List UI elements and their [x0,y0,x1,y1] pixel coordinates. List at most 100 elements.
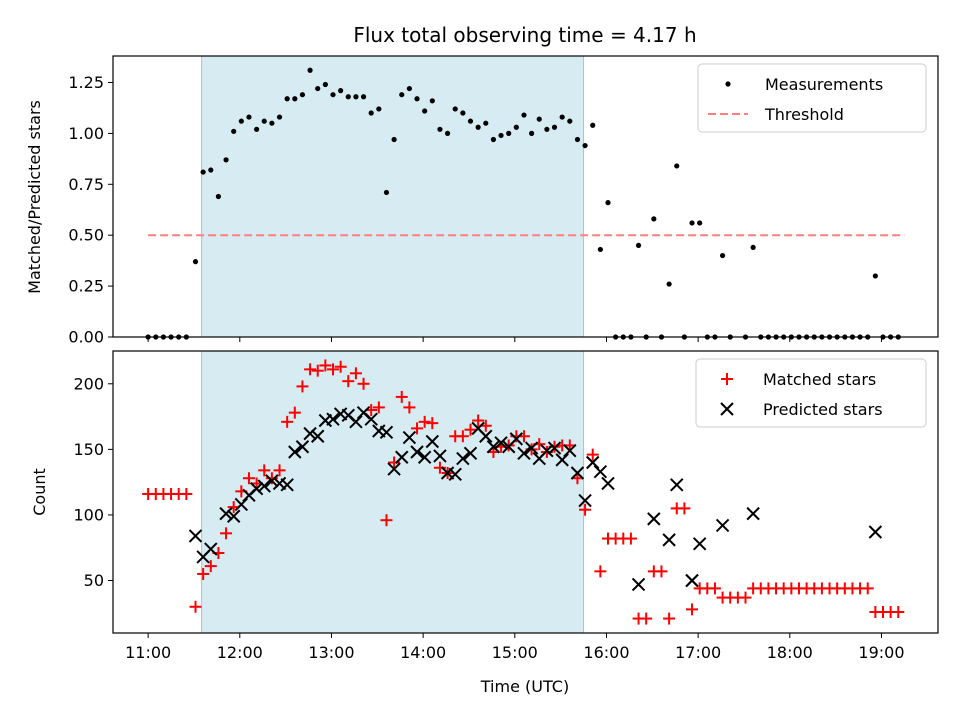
measurement-point [651,216,657,222]
legend-threshold-label: Threshold [764,105,844,124]
measurement-point [276,114,283,120]
measurement-point [544,126,550,132]
matched-star-point [311,364,324,377]
measurement-point [605,200,611,206]
measurement-point [689,220,695,226]
predicted-star-point [647,512,661,526]
predicted-star-point [234,497,249,512]
matched-star-point [892,606,905,619]
y-tick-label: 1.00 [68,124,104,143]
measurement-point [315,85,321,92]
predicted-star-point [219,506,233,521]
measurement-point [582,142,588,149]
predicted-star-point [425,434,440,449]
predicted-star-point [586,455,600,470]
legend-matched-marker [721,373,733,385]
bottom-legend: Matched stars Predicted stars [695,358,927,428]
predicted-star-mark-b [563,443,577,458]
measurement-point [383,189,390,196]
measurement-point [231,128,237,134]
matched-star-point [663,612,676,625]
predicted-star-mark-b [234,497,249,512]
measurement-point [330,92,336,98]
predicted-star-point [593,464,608,479]
predicted-star-point [486,440,501,454]
measurement-point [513,124,519,130]
measurement-point [299,92,306,98]
predicted-star-mark-b [288,445,302,459]
measurement-point [261,118,267,124]
predicted-star-mark-b [570,466,585,480]
measurement-point [506,130,512,136]
predicted-star-mark-b [494,436,508,450]
matched-star-point [319,359,332,372]
measurement-point [238,118,244,124]
predicted-star-point [387,462,401,476]
top-x-ticks [147,337,882,342]
predicted-star-mark-b [463,446,478,461]
measurement-point [376,106,382,112]
predicted-star-mark-b [341,408,355,422]
matched-star-point [342,375,355,388]
predicted-star-mark-b [647,512,661,526]
matched-star-point [296,380,309,393]
y-tick-label: 200 [73,374,104,393]
predicted-star-mark-b [425,434,440,449]
measurement-point [551,124,558,130]
predicted-star-mark-b [333,407,348,421]
x-tick-label: 19:00 [858,643,904,662]
predicted-star-mark-b [379,425,394,440]
observing-window-shade-bottom [201,350,585,634]
x-tick-label: 11:00 [125,643,171,662]
panel-ratio: 0.00 0.25 0.50 0.75 1.00 1.25 Flux total obse… [25,23,939,347]
predicted-star-point [288,445,302,459]
matched-star-point [281,415,294,428]
matched-star-point [242,472,255,485]
predicted-star-mark-b [387,462,401,476]
predicted-star-point [692,537,707,551]
measurement-point [872,273,878,279]
predicted-star-point [578,493,592,508]
predicted-star-mark-b [219,506,233,521]
measurement-point [406,85,412,92]
measurement-point [246,114,252,120]
predicted-star-mark-b [578,493,592,508]
matched-star-point [197,567,210,580]
measurement-point [597,246,603,253]
matched-star-point [686,603,699,616]
predicted-star-point [670,478,684,492]
matched-star-point [288,406,301,419]
measurement-point [590,122,596,128]
predicted-star-point [601,476,615,491]
predicted-star-mark-b [372,424,386,438]
predicted-star-point [517,446,531,461]
x-tick-label: 14:00 [400,643,446,662]
predicted-star-point [364,412,378,426]
measurement-point [521,112,527,118]
matched-star-point [380,514,393,527]
bottom-axes-frame [112,350,939,634]
predicted-star-mark-b [547,441,562,455]
matched-star-point [334,360,347,373]
y-tick-label: 100 [73,505,104,524]
measurement-point [360,94,367,100]
top-y-axis-label: Matched/Predicted stars [25,100,44,294]
panel-counts: 50 100 150 200 11:00 12:00 13:00 14:00 15:00 16:… [30,350,939,696]
predicted-star-point [547,441,562,455]
predicted-star-mark-b [188,529,203,543]
predicted-star-mark-b [509,432,524,446]
measurement-point [719,252,726,259]
predicted-star-point [868,525,883,539]
matched-star-point [594,565,607,578]
predicted-star-point [456,451,470,466]
predicted-star-point [226,509,241,523]
predicted-star-point [204,542,218,556]
predicted-star-point [494,436,508,450]
y-tick-label: 0.00 [68,328,104,347]
x-tick-label: 13:00 [308,643,354,662]
predicted-star-mark-b [555,453,569,467]
predicted-star-point [715,518,730,533]
matched-star-point [395,390,408,403]
measurement-point [483,120,489,126]
